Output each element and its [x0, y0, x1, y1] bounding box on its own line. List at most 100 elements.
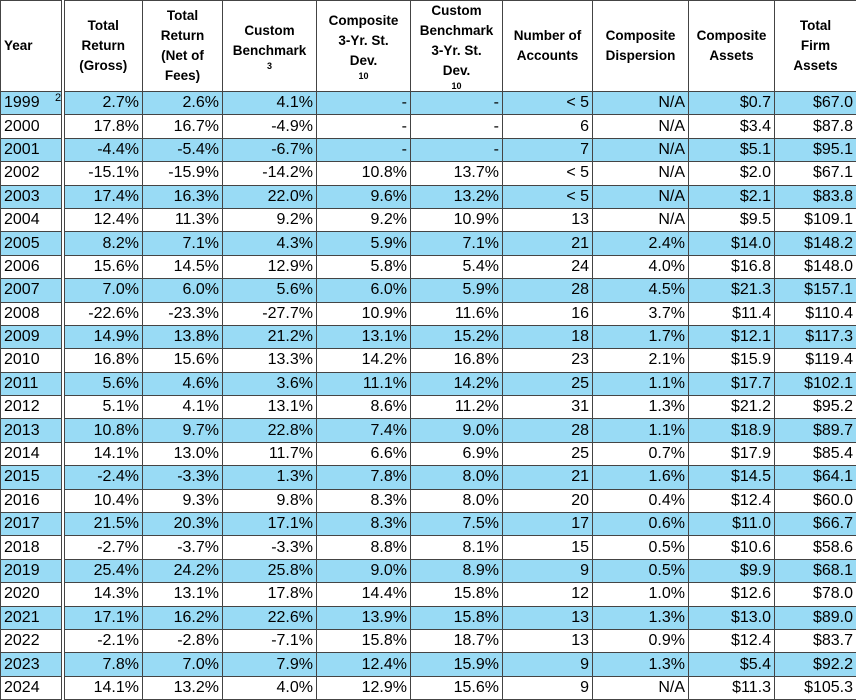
year-cell: 2007 — [1, 279, 63, 302]
header-line: Composite — [692, 26, 771, 46]
value-cell: 1.1% — [593, 372, 689, 395]
year: 2013 — [4, 422, 40, 439]
value-cell: -15.9% — [143, 162, 223, 185]
year: 2010 — [4, 351, 40, 368]
value-cell: -6.7% — [223, 138, 317, 161]
value-cell: $21.3 — [689, 279, 775, 302]
value-cell: $67.0 — [775, 92, 856, 115]
value-cell: -2.1% — [63, 629, 143, 652]
value-cell: < 5 — [503, 185, 593, 208]
value-cell: 8.8% — [317, 536, 411, 559]
value-cell: 9 — [503, 559, 593, 582]
year-cell: 2008 — [1, 302, 63, 325]
value-cell: $3.4 — [689, 115, 775, 138]
year: 2019 — [4, 562, 40, 579]
header-line: Return — [68, 36, 140, 56]
header-line: Return — [146, 26, 219, 46]
value-cell: -22.6% — [63, 302, 143, 325]
value-cell: 13.0% — [143, 442, 223, 465]
value-cell: 16.7% — [143, 115, 223, 138]
value-cell: $64.1 — [775, 466, 856, 489]
value-cell: 11.1% — [317, 372, 411, 395]
value-cell: 4.0% — [223, 676, 317, 699]
value-cell: 0.7% — [593, 442, 689, 465]
value-cell: 14.5% — [143, 255, 223, 278]
year: 2020 — [4, 585, 40, 602]
value-cell: 6.9% — [411, 442, 503, 465]
value-cell: 17.8% — [63, 115, 143, 138]
value-cell: -3.7% — [143, 536, 223, 559]
value-cell: 6.6% — [317, 442, 411, 465]
year: 2009 — [4, 328, 40, 345]
value-cell: $83.7 — [775, 629, 856, 652]
value-cell: 10.8% — [317, 162, 411, 185]
value-cell: 0.9% — [593, 629, 689, 652]
value-cell: 24.2% — [143, 559, 223, 582]
year: 2018 — [4, 539, 40, 556]
value-cell: $83.8 — [775, 185, 856, 208]
year-cell: 2002 — [1, 162, 63, 185]
value-cell: 1.1% — [593, 419, 689, 442]
value-cell: $148.2 — [775, 232, 856, 255]
header-line: Fees) — [146, 66, 219, 86]
year: 2011 — [4, 375, 38, 392]
year-cell: 2000 — [1, 115, 63, 138]
value-cell: $17.9 — [689, 442, 775, 465]
value-cell: 8.9% — [411, 559, 503, 582]
value-cell: 28 — [503, 279, 593, 302]
value-cell: N/A — [593, 162, 689, 185]
value-cell: 2.7% — [63, 92, 143, 115]
value-cell: - — [317, 138, 411, 161]
year: 2006 — [4, 258, 40, 275]
header-line: (Net of — [146, 46, 219, 66]
year: 2022 — [4, 632, 40, 649]
value-cell: 15.8% — [411, 606, 503, 629]
value-cell: N/A — [593, 676, 689, 699]
year-cell: 2015 — [1, 466, 63, 489]
value-cell: 5.9% — [317, 232, 411, 255]
value-cell: 10.9% — [411, 208, 503, 231]
year: 2001 — [4, 141, 40, 158]
value-cell: 14.1% — [63, 676, 143, 699]
header-line: Benchmark — [226, 41, 313, 61]
value-cell: $12.4 — [689, 489, 775, 512]
value-cell: $58.6 — [775, 536, 856, 559]
value-cell: 10.8% — [63, 419, 143, 442]
value-cell: 1.7% — [593, 325, 689, 348]
year: 2017 — [4, 515, 40, 532]
value-cell: 7.4% — [317, 419, 411, 442]
value-cell: 11.7% — [223, 442, 317, 465]
year-cell: 2018 — [1, 536, 63, 559]
value-cell: 13.1% — [223, 396, 317, 419]
value-cell: 12 — [503, 583, 593, 606]
value-cell: $12.4 — [689, 629, 775, 652]
value-cell: 13.2% — [411, 185, 503, 208]
year-cell: 2001 — [1, 138, 63, 161]
value-cell: 5.9% — [411, 279, 503, 302]
value-cell: N/A — [593, 138, 689, 161]
value-cell: 16.8% — [63, 349, 143, 372]
year: 2012 — [4, 398, 40, 415]
value-cell: 20.3% — [143, 513, 223, 536]
value-cell: -2.4% — [63, 466, 143, 489]
value-cell: < 5 — [503, 92, 593, 115]
value-cell: $95.2 — [775, 396, 856, 419]
value-cell: 14.1% — [63, 442, 143, 465]
header-line: Composite — [320, 11, 407, 31]
value-cell: $89.7 — [775, 419, 856, 442]
value-cell: 8.3% — [317, 513, 411, 536]
value-cell: 7.1% — [143, 232, 223, 255]
